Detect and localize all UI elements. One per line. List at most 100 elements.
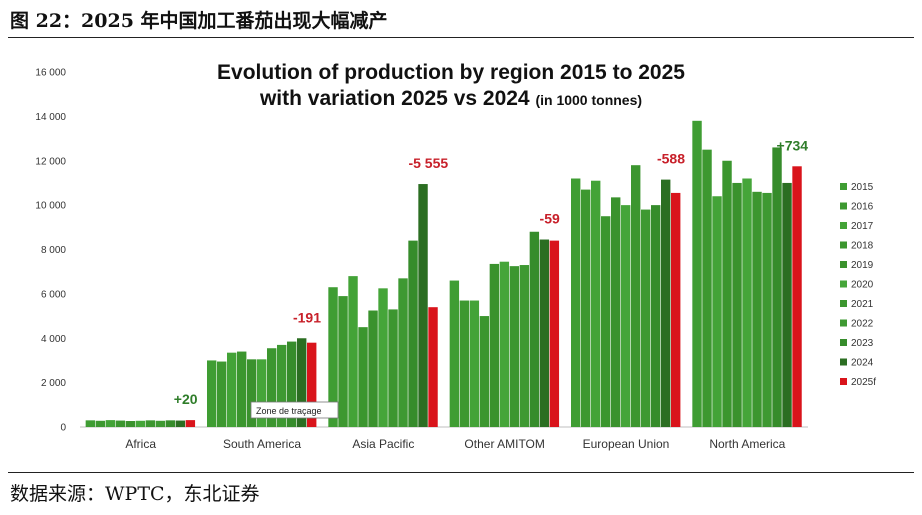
legend-label: 2020 [851, 280, 874, 291]
bar-south-america-2023 [287, 341, 297, 427]
bar-asia-pacific-2018 [358, 327, 368, 427]
bar-south-america-2015 [207, 360, 217, 427]
bar-south-america-2021 [267, 348, 277, 427]
legend-label: 2021 [851, 299, 874, 310]
bar-other-amitom-2024 [539, 239, 550, 427]
bar-european-union-2022 [641, 209, 651, 427]
bar-north-america-2017 [712, 196, 722, 427]
bar-european-union-2016 [581, 189, 591, 427]
bar-south-america-2019 [247, 359, 257, 427]
tooltip-text: Zone de traçage [256, 406, 322, 416]
bar-other-amitom-2020 [499, 261, 510, 427]
bar-asia-pacific-2021 [388, 309, 398, 427]
bar-south-america-2022 [277, 344, 287, 427]
y-tick-label: 8 000 [41, 245, 66, 256]
bar-africa-2025f [185, 420, 196, 427]
bar-other-amitom-2021 [509, 266, 520, 427]
tooltip-box [250, 401, 339, 419]
bar-north-america-2018 [722, 160, 732, 427]
y-tick-label: 2 000 [41, 378, 66, 389]
bar-africa-2017 [105, 420, 116, 427]
bar-south-america-2025f [307, 342, 317, 427]
bar-north-america-2025f [792, 166, 802, 427]
bar-asia-pacific-2019 [368, 310, 378, 427]
bar-asia-pacific-2022 [398, 278, 408, 427]
variation-label: -5 555 [408, 155, 448, 171]
bar-european-union-2019 [611, 197, 621, 427]
figure-caption: 图 22：2025 年中国加工番茄出现大幅减产 [10, 10, 388, 32]
y-tick-label: 12 000 [35, 156, 66, 167]
bar-asia-pacific-2017 [348, 276, 358, 427]
variation-label: -191 [293, 309, 321, 325]
bar-asia-pacific-2024 [418, 184, 428, 427]
bar-africa-2015 [85, 420, 96, 427]
bar-other-amitom-2018 [479, 316, 490, 427]
bar-other-amitom-2019 [489, 263, 500, 427]
bar-asia-pacific-2015 [328, 287, 338, 427]
bar-european-union-2017 [591, 180, 601, 427]
category-label: South America [223, 437, 301, 451]
legend-swatch [840, 319, 847, 327]
caption-rule [8, 37, 914, 38]
variation-label: -588 [657, 151, 685, 167]
bar-asia-pacific-2016 [338, 296, 348, 427]
bar-north-america-2021 [752, 191, 762, 427]
bar-north-america-2022 [762, 192, 772, 427]
bar-european-union-2025f [671, 192, 681, 427]
bar-south-america-2016 [217, 361, 227, 427]
bar-asia-pacific-2023 [408, 240, 418, 427]
y-tick-label: 10 000 [35, 201, 66, 212]
variation-label: +734 [777, 137, 809, 153]
legend-swatch [840, 280, 847, 288]
bar-south-america-2024 [297, 338, 307, 427]
y-axis: 0 2 000 4 000 6 000 8 000 10 000 12 000 14 000 1… [35, 68, 808, 434]
bar-asia-pacific-2025f [428, 307, 438, 427]
category-label: European Union [583, 437, 670, 451]
category-label: Other AMITOM [464, 437, 544, 451]
legend-label: 2016 [851, 202, 874, 213]
legend: 2015 2016 2017 2018 2019 2020 2021 2022 2023 2024… [840, 182, 876, 388]
category-label: Africa [125, 437, 156, 451]
bar-european-union-2020 [621, 205, 631, 427]
bar-north-america-2020 [742, 178, 752, 427]
bar-africa-2022 [155, 420, 166, 427]
category-label: Asia Pacific [352, 437, 414, 451]
bar-other-amitom-2022 [519, 265, 530, 427]
bar-africa-2016 [95, 420, 106, 427]
plot-area-tooltip: Zone de traçage [250, 401, 339, 419]
chart-subtitle: with variation 2025 vs 2024 (in 1000 ton… [259, 87, 642, 110]
bar-africa-2020 [135, 420, 146, 427]
legend-swatch [840, 358, 847, 366]
legend-swatch [840, 300, 847, 307]
variation-annotations: +20 -191 -5 555 -59 -588 +734 [174, 137, 809, 407]
bar-european-union-2021 [631, 165, 641, 427]
bar-other-amitom-2016 [459, 300, 470, 427]
chart-subtitle-main: with variation 2025 vs 2024 [259, 87, 530, 110]
bar-africa-2023 [165, 420, 176, 427]
bar-other-amitom-2023 [529, 231, 540, 427]
bar-africa-2024 [175, 420, 186, 427]
legend-label: 2022 [851, 319, 874, 330]
bar-north-america-2016 [702, 149, 712, 427]
variation-label: +20 [174, 391, 198, 407]
bar-asia-pacific-2020 [378, 288, 388, 427]
legend-swatch [840, 183, 847, 190]
bar-north-america-2023 [772, 147, 782, 427]
bar-africa-2018 [115, 420, 126, 427]
bar-european-union-2018 [601, 216, 611, 427]
bar-north-america-2024 [782, 182, 792, 427]
y-tick-label: 14 000 [35, 112, 66, 123]
legend-swatch [840, 222, 847, 229]
y-tick-label: 4 000 [41, 334, 66, 345]
variation-label: -59 [540, 211, 560, 227]
chart-title: Evolution of production by region 2015 t… [217, 61, 685, 84]
bar-south-america-2018 [237, 351, 247, 427]
bar-european-union-2015 [571, 178, 581, 427]
legend-label: 2018 [851, 241, 874, 252]
bar-other-amitom-2015 [449, 280, 460, 427]
y-tick-label: 16 000 [35, 68, 66, 79]
legend-swatch [840, 339, 847, 346]
legend-swatch [840, 261, 847, 268]
source-note: 数据来源：WPTC，东北证券 [10, 483, 260, 505]
source-rule [8, 472, 914, 473]
